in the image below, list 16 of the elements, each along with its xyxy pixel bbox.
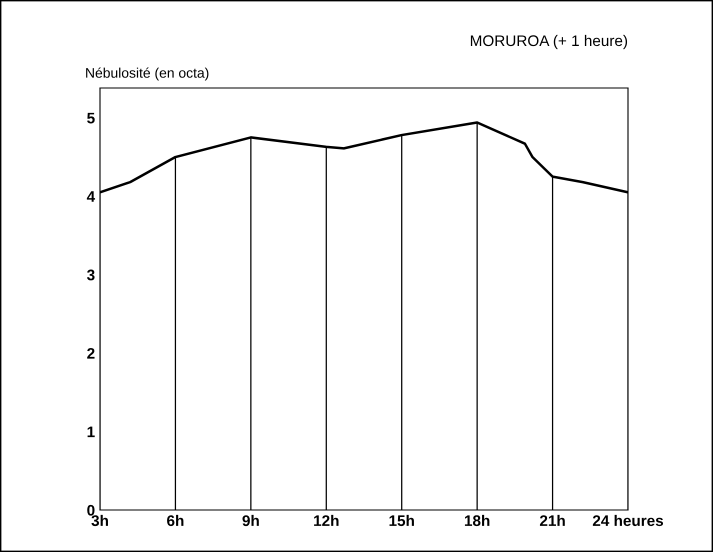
x-tick-label: 24 heures [592, 514, 664, 526]
y-tick-label: 1 [88, 426, 95, 438]
x-tick-label: 21h [540, 514, 565, 526]
y-tick-label: 5 [87, 112, 95, 124]
chart-title: MORUROA (+ 1 heure) [470, 34, 628, 50]
x-tick-label: 9h [242, 514, 259, 526]
x-tick-label: 12h [314, 514, 339, 526]
x-tick-label: 6h [167, 514, 184, 526]
y-tick-label: 0 [87, 504, 95, 516]
y-axis-title: Nébulosité (en octa) [86, 67, 208, 81]
x-tick-label: 15h [390, 514, 414, 526]
x-tick-label: 3h [91, 514, 108, 526]
y-tick-label: 3 [86, 270, 95, 280]
y-tick-label: 2 [87, 348, 95, 359]
x-tick-label: 18h [464, 514, 490, 526]
y-tick-label: 4 [86, 191, 96, 202]
